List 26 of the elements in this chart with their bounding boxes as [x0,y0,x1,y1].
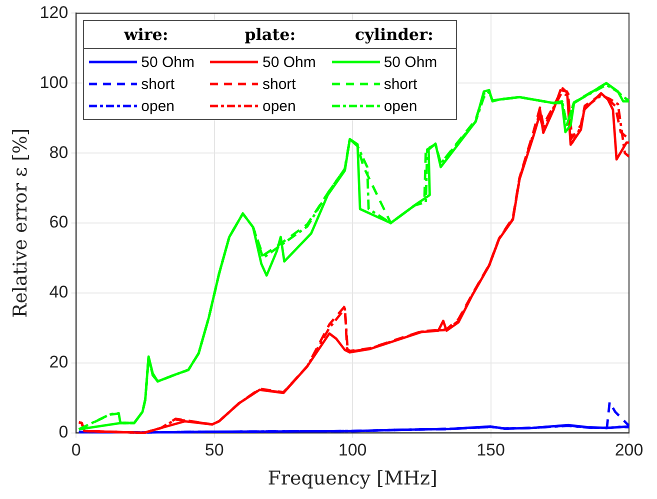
y-tick-label: 100 [40,72,68,92]
annotation: wire: [122,25,170,44]
x-tick-label: 0 [71,440,81,460]
legend-label: 50 Ohm [384,54,438,71]
y-tick-label: 0 [58,422,68,442]
legend-label: open [262,98,296,115]
legend-label: open [141,98,175,115]
y-tick-label: 20 [49,352,68,372]
legend-label: 50 Ohm [141,54,195,71]
legend-label: short [262,76,296,93]
y-tick-label: 60 [49,212,68,232]
annotation: cylinder: [354,25,434,44]
x-tick-label: 200 [614,440,644,460]
legend-label: open [384,98,418,115]
annotation: plate: [244,25,297,44]
legend-label: short [384,76,418,93]
y-axis-title: Relative error ε [%] [9,128,32,318]
legend-label: short [141,76,175,93]
x-tick-label: 100 [338,440,367,460]
y-tick-label: 120 [40,2,68,22]
x-tick-label: 50 [204,440,224,460]
y-tick-label: 40 [49,282,68,302]
y-tick-label: 80 [49,142,68,162]
x-tick-label: 150 [476,440,505,460]
legend-label: 50 Ohm [262,54,316,71]
x-axis-title: Frequency [MHz] [268,468,438,490]
